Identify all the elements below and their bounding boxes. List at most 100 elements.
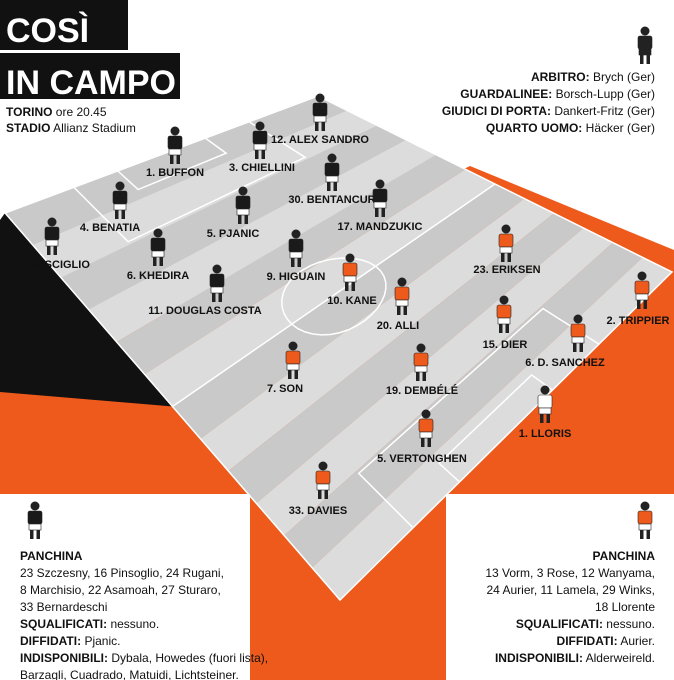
title-box — [0, 0, 128, 50]
title: COSÌ — [6, 12, 89, 50]
leg — [261, 150, 265, 159]
note: SQUALIFICATI: nessuno. — [20, 617, 159, 631]
head — [501, 224, 511, 234]
head — [115, 181, 125, 191]
head — [212, 264, 222, 274]
leg — [244, 215, 248, 224]
leg — [579, 343, 583, 352]
shirt — [342, 262, 358, 277]
tottenham-player — [413, 343, 429, 381]
leg — [640, 530, 644, 539]
shorts — [414, 365, 428, 373]
shorts — [373, 201, 387, 209]
note-label: DIFFIDATI: — [557, 634, 618, 648]
shorts — [316, 483, 330, 491]
note-label: DIFFIDATI: — [20, 634, 81, 648]
note: INDISPONIBILI: Dybala, Howedes (fuori li… — [20, 651, 268, 665]
head — [315, 93, 325, 103]
leg — [416, 372, 420, 381]
tottenham-player — [342, 253, 358, 291]
player-label: 10. KANE — [327, 295, 377, 307]
head — [640, 26, 650, 36]
shorts — [28, 523, 42, 531]
leg — [333, 182, 337, 191]
leg — [422, 372, 426, 381]
juventus-player — [288, 229, 304, 267]
player-label: 11. DOUGLAS COSTA — [148, 305, 262, 317]
note-label: SQUALIFICATI: — [516, 617, 603, 631]
player-label: 2. TRIPPIER — [607, 315, 670, 327]
official-name: Dankert-Fritz (Ger) — [554, 104, 655, 118]
juventus-player — [312, 93, 328, 131]
city: TORINO — [6, 105, 52, 119]
pitch-stripe — [256, 228, 613, 536]
head — [153, 228, 163, 238]
panel — [0, 494, 250, 680]
tottenham-player — [537, 385, 553, 423]
shirt — [315, 470, 331, 485]
tottenham-player — [634, 271, 650, 309]
shorts — [635, 293, 649, 301]
leg — [121, 210, 125, 219]
bench-line: 23 Szczesny, 16 Pinsoglio, 24 Rugani, — [20, 566, 224, 580]
shorts — [499, 246, 513, 254]
shirt — [394, 286, 410, 301]
leg — [153, 257, 157, 266]
leg — [573, 343, 577, 352]
head — [291, 229, 301, 239]
shirt — [372, 188, 388, 203]
juventus-player — [150, 228, 166, 266]
head — [499, 295, 509, 305]
leg — [643, 300, 647, 309]
leg — [315, 122, 319, 131]
shirt — [150, 237, 166, 252]
shirt — [235, 195, 251, 210]
shorts — [313, 115, 327, 123]
leg — [30, 530, 34, 539]
juventus-player — [44, 217, 60, 255]
player-label: 5. VERTONGHEN — [377, 453, 467, 465]
leg — [646, 55, 650, 64]
player-label: 6. D. SANCHEZ — [525, 357, 605, 369]
leg — [397, 306, 401, 315]
leg — [218, 293, 222, 302]
pitch-stripe — [200, 198, 554, 471]
pitch-line — [281, 257, 387, 336]
shirt — [167, 135, 183, 150]
tottenham-player — [498, 224, 514, 262]
venue-label: STADIO — [6, 121, 50, 135]
head — [573, 314, 583, 324]
leg — [540, 414, 544, 423]
leg — [324, 490, 328, 499]
head — [345, 253, 355, 263]
note: DIFFIDATI: Aurier. — [557, 634, 655, 648]
shirt — [637, 35, 653, 50]
pitch-stripe — [172, 184, 525, 439]
shorts — [168, 148, 182, 156]
head — [170, 126, 180, 136]
head — [637, 271, 647, 281]
leg — [637, 300, 641, 309]
tottenham-player — [570, 314, 586, 352]
shorts — [638, 48, 652, 56]
official: GUARDALINEE: Borsch-Lupp (Ger) — [460, 87, 655, 101]
juventus-player — [235, 186, 251, 224]
leg — [170, 155, 174, 164]
shirt — [570, 323, 586, 338]
pitch-line — [3, 95, 674, 602]
pitch-stripe — [32, 110, 378, 278]
tottenham-icon — [637, 501, 653, 539]
shirt — [44, 226, 60, 241]
leg — [505, 324, 509, 333]
shorts — [236, 208, 250, 216]
leg — [381, 208, 385, 217]
title: IN CAMPO — [6, 64, 176, 102]
note-text: Alderweireld. — [586, 651, 655, 665]
leg — [501, 253, 505, 262]
juventus-icon — [27, 501, 43, 539]
shirt — [112, 190, 128, 205]
juventus-player — [372, 179, 388, 217]
note-label: INDISPONIBILI: — [495, 651, 583, 665]
shorts — [325, 175, 339, 183]
